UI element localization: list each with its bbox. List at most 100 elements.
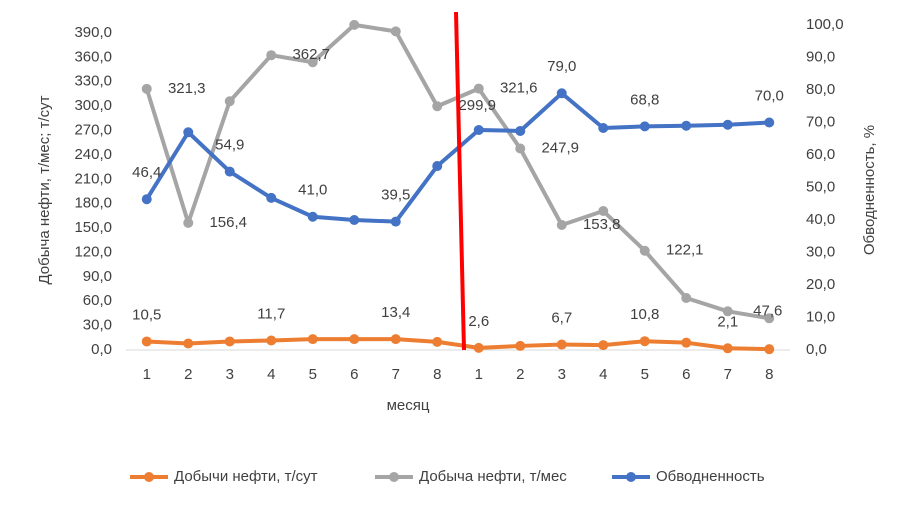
- data-point: [183, 338, 194, 349]
- y2-tick-label: 60,0: [806, 146, 835, 163]
- data-label: 46,4: [132, 164, 161, 181]
- data-point: [307, 57, 318, 68]
- data-label: 68,8: [630, 91, 659, 108]
- legend-marker: [144, 472, 154, 482]
- data-label: 321,6: [500, 80, 538, 97]
- y2-tick-label: 50,0: [806, 178, 835, 195]
- legend-label: Обводненность: [656, 468, 765, 485]
- data-point: [473, 124, 484, 135]
- data-point: [764, 313, 775, 324]
- y-tick-label: 60,0: [83, 292, 112, 309]
- x-tick-label: 6: [350, 366, 358, 383]
- x-tick-label: 7: [724, 366, 732, 383]
- data-point: [764, 344, 775, 355]
- y2-tick-label: 80,0: [806, 81, 835, 98]
- data-point: [722, 343, 733, 354]
- data-point: [183, 217, 194, 228]
- y-tick-label: 330,0: [74, 73, 112, 90]
- data-point: [556, 339, 567, 350]
- data-label: 247,9: [541, 139, 579, 156]
- data-point: [141, 336, 152, 347]
- y-tick-label: 90,0: [83, 268, 112, 285]
- data-point: [515, 340, 526, 351]
- data-point: [224, 166, 235, 177]
- data-point: [432, 161, 443, 172]
- y2-tick-label: 70,0: [806, 113, 835, 130]
- data-point: [639, 336, 650, 347]
- data-label: 122,1: [666, 242, 704, 259]
- data-point: [349, 334, 360, 345]
- x-tick-label: 1: [475, 366, 483, 383]
- data-label: 153,8: [583, 216, 621, 233]
- data-point: [556, 88, 567, 99]
- data-point: [515, 125, 526, 136]
- x-tick-label: 5: [309, 366, 317, 383]
- data-label: 2,1: [717, 313, 738, 330]
- data-point: [224, 336, 235, 347]
- data-point: [307, 211, 318, 222]
- x-tick-label: 3: [226, 366, 234, 383]
- data-point: [598, 123, 609, 134]
- data-label: 79,0: [547, 58, 576, 75]
- data-point: [515, 143, 526, 154]
- y-tick-label: 210,0: [74, 170, 112, 187]
- data-point: [432, 101, 443, 112]
- y2-tick-label: 10,0: [806, 308, 835, 325]
- data-label: 41,0: [298, 182, 327, 199]
- data-point: [390, 334, 401, 345]
- x-tick-label: 2: [516, 366, 524, 383]
- data-label: 54,9: [215, 137, 244, 154]
- x-tick-label: 5: [641, 366, 649, 383]
- data-point: [266, 192, 277, 203]
- data-label: 6,7: [551, 310, 572, 327]
- y-tick-label: 300,0: [74, 97, 112, 114]
- y2-tick-label: 20,0: [806, 276, 835, 293]
- data-point: [681, 120, 692, 131]
- data-label: 10,8: [630, 306, 659, 323]
- x-tick-label: 8: [433, 366, 441, 383]
- legend-marker: [626, 472, 636, 482]
- y2-tick-label: 40,0: [806, 211, 835, 228]
- data-point: [432, 336, 443, 347]
- data-point: [349, 215, 360, 225]
- data-label: 2,6: [468, 313, 489, 330]
- y-tick-label: 120,0: [74, 243, 112, 260]
- data-point: [307, 334, 318, 345]
- data-point: [266, 50, 277, 61]
- y-tick-label: 180,0: [74, 195, 112, 212]
- y-tick-label: 360,0: [74, 48, 112, 65]
- y-tick-label: 390,0: [74, 24, 112, 41]
- x-tick-label: 4: [267, 366, 275, 383]
- x-tick-label: 8: [765, 366, 773, 383]
- data-point: [681, 292, 692, 303]
- data-label: 13,4: [381, 304, 410, 321]
- x-tick-label: 6: [682, 366, 690, 383]
- data-point: [681, 337, 692, 348]
- data-label: 299,9: [458, 97, 496, 114]
- data-point: [598, 340, 609, 351]
- data-point: [598, 206, 609, 217]
- data-point: [141, 83, 152, 94]
- legend-label: Добычи нефти, т/сут: [174, 468, 318, 485]
- y-tick-label: 240,0: [74, 146, 112, 163]
- series-line: [146, 337, 770, 352]
- y2-tick-label: 100,0: [806, 16, 844, 33]
- data-label: 39,5: [381, 187, 410, 204]
- data-label: 156,4: [209, 214, 247, 231]
- y-axis-title: Добыча нефти, т/мес; т/сут: [36, 95, 53, 284]
- data-point: [556, 219, 567, 230]
- data-point: [639, 245, 650, 256]
- data-point: [639, 121, 650, 132]
- legend-label: Добыча нефти, т/мес: [419, 468, 567, 485]
- data-point: [390, 26, 401, 37]
- x-tick-label: 1: [143, 366, 151, 383]
- data-point: [722, 306, 733, 317]
- x-axis-title: месяц: [387, 397, 430, 414]
- x-tick-label: 7: [392, 366, 400, 383]
- y-tick-label: 0,0: [91, 341, 112, 358]
- data-point: [473, 342, 484, 353]
- period-divider: [454, 11, 466, 351]
- y2-tick-label: 0,0: [806, 341, 827, 358]
- data-point: [349, 19, 360, 30]
